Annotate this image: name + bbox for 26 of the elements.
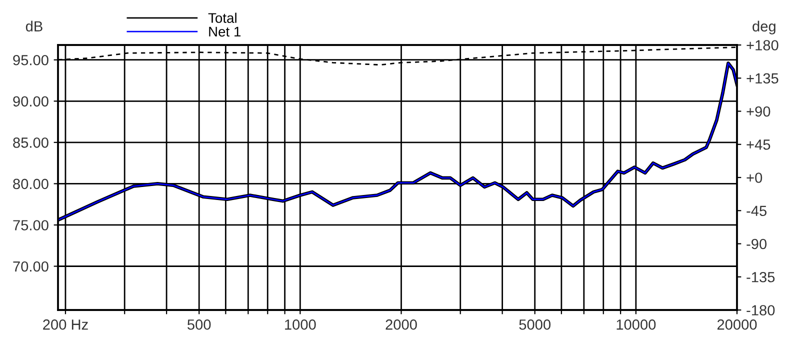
x-tick-label: 1000	[285, 319, 316, 330]
x-tick-label: 200 Hz	[43, 319, 88, 330]
y-tick-label: 85.00	[13, 138, 48, 148]
y-tick-label: 95.00	[13, 54, 48, 66]
y2-tick-label: -90	[746, 238, 767, 250]
x-tick-label: 20000	[717, 319, 757, 330]
y-tick-label: 80.00	[13, 178, 48, 190]
legend-label: Net 1	[209, 26, 241, 37]
y2-tick-label: +135	[746, 73, 778, 84]
y2-axis-title: deg	[752, 20, 776, 34]
legend-label: Total	[208, 12, 236, 23]
x-tick-label: 10000	[616, 319, 656, 330]
y-tick-label: 70.00	[13, 261, 48, 272]
y2-tick-label: +45	[746, 140, 770, 150]
y2-tick-label: +90	[746, 106, 770, 117]
y2-tick-label: -180	[746, 305, 775, 316]
x-tick-label: 5000	[519, 319, 551, 330]
y-tick-label: 75.00	[13, 220, 48, 230]
y2-tick-label: +180	[746, 40, 778, 50]
x-tick-label: 500	[188, 319, 211, 330]
y2-tick-label: -135	[746, 272, 775, 282]
y2-tick-label: +0	[746, 172, 762, 183]
x-tick-label: 2000	[386, 319, 417, 330]
y2-tick-label: -45	[746, 206, 766, 216]
y-axis-title: dB	[26, 20, 42, 32]
y-tick-label: 90.00	[13, 96, 48, 107]
